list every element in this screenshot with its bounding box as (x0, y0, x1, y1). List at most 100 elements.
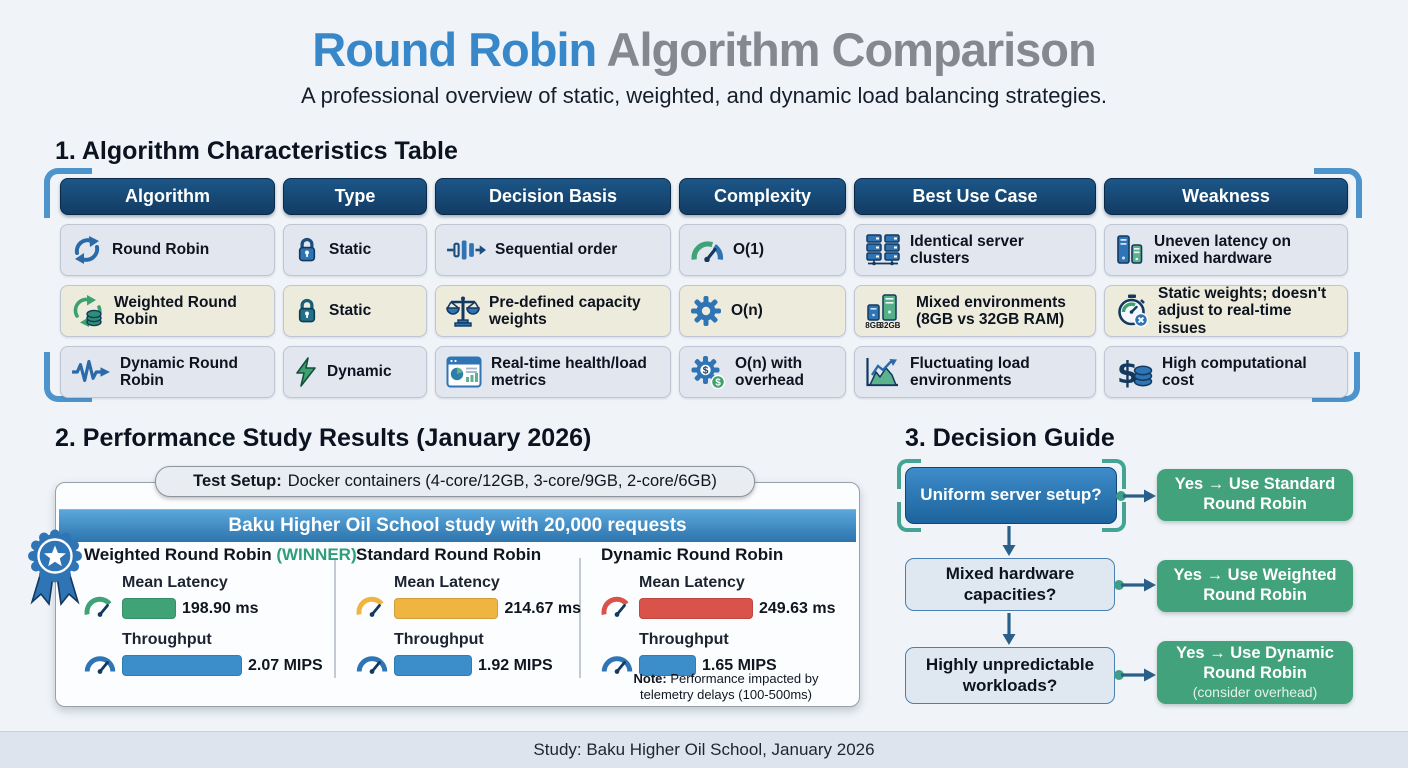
table-bracket-top-right (1314, 168, 1362, 218)
gear-icon (690, 295, 722, 327)
q1-bracket-bottom-right (1102, 502, 1126, 532)
q1-bracket-top-right (1102, 459, 1126, 489)
latency-value: 249.63 ms (759, 599, 836, 617)
study-banner: Baku Higher Oil School study with 20,000… (59, 509, 856, 542)
latency-bar (639, 598, 753, 619)
table-row: $ High computational cost (1104, 346, 1348, 398)
q1-bracket-top-left (897, 459, 921, 489)
perf-column-title: Weighted Round Robin (WINNER) (84, 545, 357, 564)
question-box-mixed-hardware: Mixed hardware capacities? (905, 558, 1115, 611)
throughput-value: 1.92 MIPS (478, 656, 553, 674)
cell-label: Static (329, 241, 372, 259)
svg-text:$: $ (715, 378, 721, 389)
metric-label-latency: Mean Latency (639, 574, 745, 591)
table-row: Pre-defined capacity weights (435, 285, 671, 337)
latency-meter: 214.67 ms (356, 595, 581, 622)
right-arrow-icon (1114, 668, 1156, 682)
cell-label: O(1) (733, 241, 764, 259)
answer-box-dynamic: Yes → Use Dynamic Round Robin (consider o… (1157, 641, 1353, 704)
latency-meter: 198.90 ms (84, 595, 346, 622)
table-bracket-bottom-right (1312, 352, 1360, 402)
table-row: 8GB 32GB Mixed environments (8GB vs 32GB … (854, 285, 1096, 337)
cell-label: Pre-defined capacity weights (489, 293, 641, 328)
answer-note: (consider overhead) (1192, 683, 1318, 700)
perf-column-title: Dynamic Round Robin (601, 545, 784, 564)
characteristics-table: Algorithm Type Decision Basis Complexity… (60, 178, 1348, 398)
cell-label: Static (329, 302, 372, 320)
gauge-icon-green (84, 595, 116, 622)
table-row: Real-time health/load metrics (435, 346, 671, 398)
right-arrow-icon (1116, 489, 1156, 503)
q1-bracket-bottom-left (897, 502, 921, 532)
cell-label: Identical server clusters (910, 232, 1024, 267)
answer-box-weighted: Yes → Use Weighted Round Robin (1157, 560, 1353, 612)
page-title-accent: Round Robin (312, 23, 597, 76)
winner-badge-icon (24, 528, 86, 613)
cell-label: Static weights; doesn't adjust to real-t… (1158, 284, 1327, 337)
pipeline-icon (446, 237, 486, 263)
throughput-bar (122, 655, 242, 676)
throughput-meter: 1.92 MIPS (356, 652, 581, 679)
table-bracket-bottom-left (44, 352, 92, 402)
cell-label: Round Robin (112, 241, 210, 259)
latency-value: 198.90 ms (182, 599, 259, 617)
throughput-bar (394, 655, 472, 676)
gauge-icon-red (601, 595, 633, 622)
dollar-cost-icon: $ (1115, 356, 1153, 388)
throughput-value: 1.65 MIPS (702, 656, 777, 674)
latency-bar (394, 598, 499, 619)
page-title: Round Robin Algorithm Comparison (0, 22, 1408, 77)
test-setup-label: Test Setup: (193, 472, 282, 490)
table-row: Round Robin (60, 224, 275, 276)
cell-label: Dynamic Round Robin (120, 354, 238, 389)
fluctuating-chart-icon (865, 356, 901, 388)
cell-label: O(n) with overhead (735, 354, 804, 389)
footer-bar: Study: Baku Higher Oil School, January 2… (0, 731, 1408, 768)
metric-label-throughput: Throughput (394, 631, 484, 648)
gauge-icon-blue (601, 652, 633, 679)
table-row: $ $ O(n) with overhead (679, 346, 846, 398)
latency-bar (122, 598, 176, 619)
table-row: Static (283, 224, 427, 276)
recycle-coins-icon (71, 294, 105, 328)
right-arrow-icon (1114, 578, 1156, 592)
question-box-unpredictable-workloads: Highly unpredictable workloads? (905, 647, 1115, 704)
bolt-icon (294, 357, 318, 387)
svg-text:8GB: 8GB (865, 321, 882, 329)
latency-meter: 249.63 ms (601, 595, 851, 622)
section1-heading: 1. Algorithm Characteristics Table (55, 137, 458, 165)
throughput-bar (639, 655, 696, 676)
cell-label: O(n) (731, 302, 763, 320)
section3-heading: 3. Decision Guide (905, 424, 1115, 452)
metric-label-throughput: Throughput (122, 631, 212, 648)
mixed-servers-icon (1115, 234, 1145, 266)
table-row: Sequential order (435, 224, 671, 276)
metrics-dashboard-icon (446, 356, 482, 388)
pulse-icon (71, 359, 111, 385)
lock-icon (294, 236, 320, 264)
section2-heading: 2. Performance Study Results (January 20… (55, 424, 592, 452)
latency-value: 214.67 ms (504, 599, 581, 617)
gauge-icon-blue (84, 652, 116, 679)
footer-text: Study: Baku Higher Oil School, January 2… (533, 740, 875, 759)
column-header-weakness: Weakness (1104, 178, 1348, 215)
column-header-decision-basis: Decision Basis (435, 178, 671, 215)
test-setup-pill: Test Setup: Docker containers (4-core/12… (155, 466, 755, 497)
gauge-icon-orange (356, 595, 388, 622)
table-row: Uneven latency on mixed hardware (1104, 224, 1348, 276)
balance-scale-icon (446, 295, 480, 327)
answer-box-standard: Yes → Use Standard Round Robin (1157, 469, 1353, 521)
table-row: Dynamic Round Robin (60, 346, 275, 398)
cell-label: Real-time health/load metrics (491, 354, 647, 389)
cell-label: Mixed environments (8GB vs 32GB RAM) (916, 293, 1066, 328)
metric-label-latency: Mean Latency (122, 574, 228, 591)
cell-label: Uneven latency on mixed hardware (1154, 232, 1291, 267)
table-row: Weighted Round Robin (60, 285, 275, 337)
perf-column-weighted: Weighted Round Robin (WINNER) Mean Laten… (84, 545, 357, 679)
throughput-meter: 2.07 MIPS (84, 652, 346, 679)
table-row: Fluctuating load environments (854, 346, 1096, 398)
down-arrow-icon (1002, 526, 1016, 556)
metric-label-throughput: Throughput (639, 631, 729, 648)
ram-servers-icon: 8GB 32GB (865, 293, 907, 329)
column-header-complexity: Complexity (679, 178, 846, 215)
